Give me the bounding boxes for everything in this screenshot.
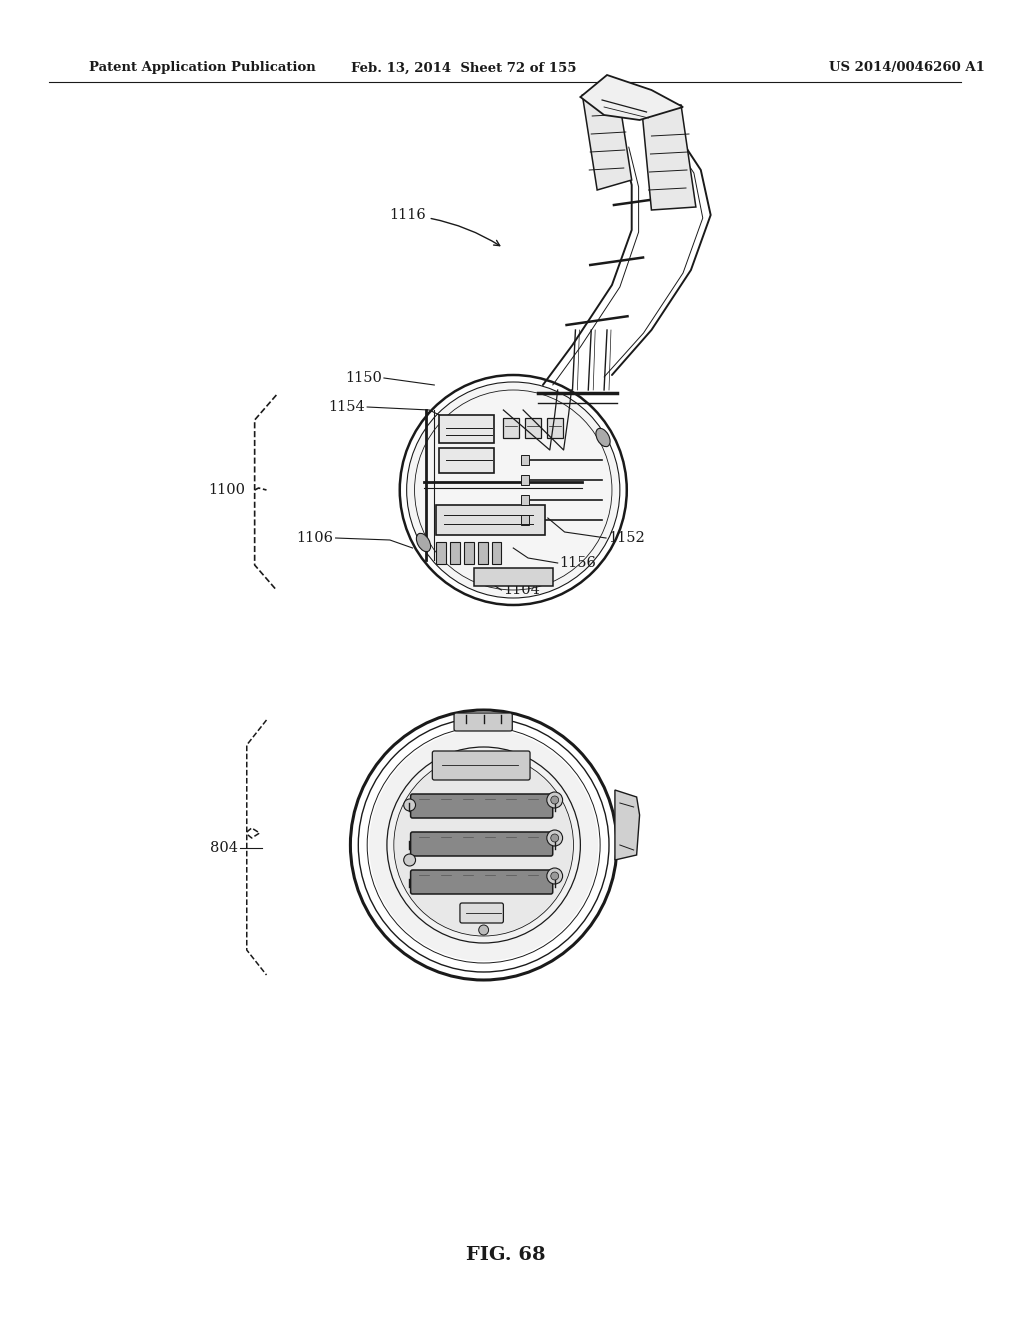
- Bar: [436, 506, 545, 535]
- FancyBboxPatch shape: [454, 713, 512, 731]
- Circle shape: [478, 925, 488, 935]
- Text: 804: 804: [210, 841, 238, 855]
- Text: FIG. 68: FIG. 68: [466, 1246, 545, 1265]
- FancyBboxPatch shape: [411, 795, 553, 818]
- Bar: [464, 543, 474, 564]
- Text: 1106: 1106: [297, 531, 334, 545]
- Circle shape: [408, 383, 618, 597]
- FancyBboxPatch shape: [432, 751, 530, 780]
- FancyBboxPatch shape: [460, 903, 504, 923]
- Bar: [451, 543, 460, 564]
- Circle shape: [403, 854, 416, 866]
- Circle shape: [551, 834, 559, 842]
- Bar: [547, 418, 562, 438]
- Polygon shape: [615, 789, 640, 861]
- Bar: [504, 418, 519, 438]
- FancyBboxPatch shape: [411, 870, 553, 894]
- Circle shape: [547, 792, 562, 808]
- Bar: [478, 543, 487, 564]
- Bar: [525, 418, 541, 438]
- Text: 1152: 1152: [608, 531, 645, 545]
- Text: US 2014/0046260 A1: US 2014/0046260 A1: [829, 62, 985, 74]
- Text: Feb. 13, 2014  Sheet 72 of 155: Feb. 13, 2014 Sheet 72 of 155: [351, 62, 577, 74]
- Circle shape: [547, 830, 562, 846]
- Bar: [439, 414, 494, 444]
- FancyBboxPatch shape: [411, 832, 553, 855]
- Bar: [436, 543, 446, 564]
- Bar: [521, 515, 529, 525]
- Text: 1104: 1104: [504, 583, 541, 597]
- Polygon shape: [642, 106, 696, 210]
- Text: 1116: 1116: [390, 209, 426, 222]
- Circle shape: [369, 729, 598, 961]
- Bar: [492, 543, 502, 564]
- Bar: [521, 455, 529, 465]
- Text: 1150: 1150: [345, 371, 382, 385]
- Circle shape: [547, 869, 562, 884]
- Bar: [439, 447, 494, 473]
- Circle shape: [403, 799, 416, 810]
- Polygon shape: [583, 84, 632, 190]
- Text: Patent Application Publication: Patent Application Publication: [89, 62, 315, 74]
- Ellipse shape: [417, 533, 431, 552]
- Bar: [521, 495, 529, 506]
- Circle shape: [551, 796, 559, 804]
- Bar: [521, 475, 529, 484]
- Ellipse shape: [596, 428, 610, 446]
- Circle shape: [551, 873, 559, 880]
- Text: 1156: 1156: [560, 556, 597, 570]
- Text: 1100: 1100: [208, 483, 245, 498]
- Bar: [474, 568, 553, 586]
- Polygon shape: [581, 75, 683, 120]
- Text: 1154: 1154: [329, 400, 366, 414]
- Circle shape: [395, 755, 572, 935]
